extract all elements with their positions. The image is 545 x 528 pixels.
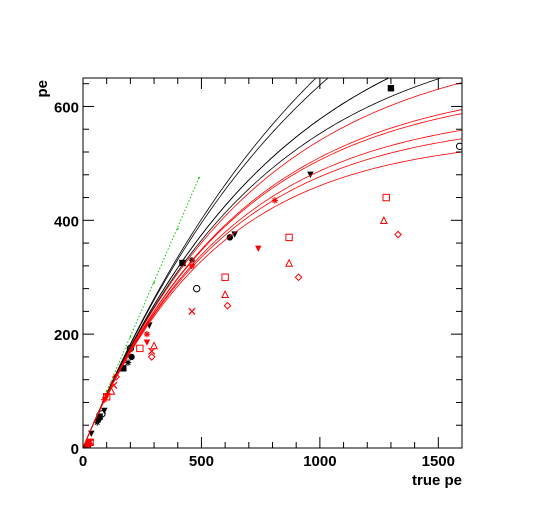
axis-ticks: 0 500 1000 1500 0 200 400 600 [54,78,462,470]
data-point [147,353,156,361]
x-axis-title: true pe [412,472,462,489]
x-tick-label: 1000 [303,453,336,470]
data-point [150,341,159,350]
fit-curve [83,78,443,448]
data-point [101,407,108,415]
data-point [124,359,132,366]
series-green-dot [105,176,200,392]
data-point [394,230,402,239]
plot-area [83,78,462,448]
series-red-cross [83,138,462,448]
data-point [86,438,94,446]
data-point [255,245,262,252]
data-point [102,393,111,401]
data-point [120,365,127,372]
data-point [285,258,294,267]
data-point [94,419,101,426]
data-point [85,439,93,448]
series-black-square-filled [83,78,395,448]
data-point [231,231,238,238]
x-tick-label: 1500 [422,453,455,470]
series-red-triangle-down-filled [83,109,462,448]
reference-line [106,177,200,392]
data-point [271,197,279,204]
data-point [285,233,293,242]
data-point [387,85,395,92]
data-point [221,289,230,299]
data-point [382,193,390,202]
series-black-triangle-down-filled [83,78,390,448]
data-point [179,259,186,267]
y-axis-title: pe [34,80,51,98]
fit-curve [83,151,462,448]
data-point [98,410,106,418]
data-point [221,273,229,281]
data-point [128,353,135,361]
fit-curve [83,109,462,448]
y-tick-label: 200 [54,327,79,344]
plot-frame [82,77,463,449]
fit-curve [83,138,462,448]
data-point [110,381,118,390]
series-black-circle-filled [83,78,390,448]
data-point [107,386,116,395]
y-tick-label: 0 [71,441,79,458]
y-tick-label: 600 [54,99,79,116]
data-point [84,440,92,448]
data-point [193,284,201,293]
fit-curve [83,82,462,448]
data-point [105,390,108,392]
x-tick-label: 0 [79,453,87,470]
data-point [226,234,234,241]
data-point [176,227,179,230]
fit-curve [83,78,390,448]
data-point [143,339,151,346]
fit-curve [83,129,462,448]
data-point [223,301,232,310]
series-red-square-open [83,113,462,448]
data-point [307,171,314,178]
data-point [455,142,462,151]
data-point [188,262,196,270]
data-point [198,176,200,179]
fit-curve [83,78,329,448]
y-tick-label: 400 [54,213,79,230]
series-red-triangle-up-open [83,129,462,448]
data-point [379,215,388,225]
fit-curve [83,78,317,448]
data-point [188,307,196,316]
x-tick-label: 500 [189,453,214,470]
fit-curve [83,78,390,448]
data-point [148,347,156,355]
series-black-star [83,78,443,448]
data-point [129,336,132,338]
data-point [143,330,151,338]
series-red-diamond-open [83,151,462,448]
data-point [136,344,144,353]
data-point [153,282,155,284]
series-red-star [83,82,462,448]
data-point [294,273,303,282]
fit-curve [83,113,462,448]
data-point [112,372,121,381]
series-black-circle-open [83,78,462,448]
